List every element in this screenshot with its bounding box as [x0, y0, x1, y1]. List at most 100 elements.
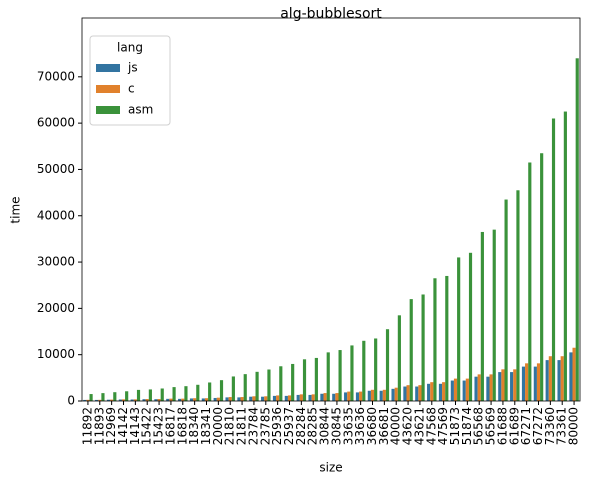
bar	[462, 380, 466, 401]
x-tick-label: 15422	[140, 407, 154, 445]
bar	[367, 390, 371, 401]
x-tick-label: 56569	[484, 407, 498, 445]
x-tick-label: 73360	[543, 407, 557, 445]
y-tick-label: 50000	[37, 162, 75, 176]
bar	[237, 397, 241, 401]
bar	[516, 190, 520, 401]
bar	[157, 399, 161, 401]
bar	[308, 394, 312, 401]
x-tick-label: 25937	[282, 407, 296, 445]
bar	[421, 294, 425, 401]
bar	[533, 366, 537, 401]
bar	[267, 369, 271, 401]
bar	[397, 315, 401, 401]
bar	[89, 394, 93, 401]
bar	[545, 360, 549, 401]
bar	[385, 329, 390, 401]
bar	[249, 396, 253, 401]
bar	[335, 393, 339, 401]
bar	[299, 394, 303, 401]
y-tick-label: 60000	[37, 116, 75, 130]
bar	[548, 356, 552, 401]
x-tick-label: 43621	[412, 407, 426, 445]
x-tick-label: 80000	[567, 407, 581, 445]
x-axis-label: size	[319, 461, 342, 475]
bar	[492, 229, 496, 401]
bar	[350, 345, 354, 401]
bar	[243, 374, 247, 401]
bar	[409, 299, 413, 401]
bar	[569, 352, 573, 401]
y-tick-label: 70000	[37, 69, 75, 83]
x-tick-label: 15423	[152, 407, 166, 445]
bar	[184, 386, 188, 401]
y-axis-label: time	[9, 196, 23, 223]
x-tick-label: 67271	[519, 407, 533, 445]
bar	[225, 397, 229, 401]
bar	[480, 231, 484, 401]
bar	[465, 378, 469, 401]
chart-title: alg-bubblesort	[280, 6, 382, 22]
bar	[148, 389, 152, 401]
x-tick-label: 40000	[389, 407, 403, 445]
bar	[382, 389, 386, 401]
x-tick-label: 23784	[246, 407, 260, 445]
bar	[486, 376, 490, 401]
y-tick-label: 0	[67, 394, 75, 408]
x-tick-label: 16817	[163, 407, 177, 445]
x-tick-label: 14142	[116, 407, 130, 445]
bar	[279, 366, 283, 401]
bar	[338, 350, 342, 401]
x-tick-label: 12969	[104, 407, 118, 445]
x-tick-label: 43620	[401, 407, 415, 445]
bar	[208, 382, 212, 401]
bar	[450, 380, 454, 401]
bar	[219, 380, 224, 401]
bar	[272, 395, 277, 401]
bar	[169, 398, 173, 401]
plot-frame	[81, 17, 581, 402]
bar	[403, 386, 407, 401]
bar	[415, 386, 419, 401]
x-tick-label: 11892	[80, 407, 94, 445]
x-tick-label: 67272	[531, 407, 545, 445]
bar	[314, 357, 318, 401]
bar	[498, 372, 502, 401]
bar	[501, 369, 505, 401]
bar	[557, 360, 561, 401]
bar	[406, 385, 410, 401]
legend-label: c	[128, 82, 135, 96]
bar	[133, 399, 137, 401]
x-tick-label: 14143	[128, 407, 142, 445]
bar	[296, 394, 300, 401]
bar	[445, 275, 449, 401]
legend-swatch	[96, 64, 120, 72]
x-tick-label: 33636	[353, 407, 367, 445]
x-tick-label: 36681	[377, 407, 391, 445]
bar	[181, 398, 185, 401]
bar	[118, 399, 122, 401]
x-tick-label: 21810	[223, 407, 237, 445]
bar	[106, 399, 111, 401]
x-tick-label: 47569	[436, 407, 450, 445]
bar	[302, 359, 307, 401]
bar	[311, 394, 315, 401]
bar	[489, 374, 493, 401]
bar	[154, 399, 158, 401]
bar	[130, 399, 134, 401]
legend-swatch	[96, 85, 120, 93]
bar	[438, 383, 443, 401]
bar	[563, 111, 567, 402]
bar	[457, 257, 461, 401]
legend-label: asm	[128, 103, 153, 117]
x-tick-label: 36680	[365, 407, 379, 445]
bar	[136, 389, 141, 401]
bar	[442, 382, 446, 401]
bar	[193, 398, 197, 401]
bar	[510, 372, 514, 401]
x-tick-label: 61689	[507, 407, 521, 445]
bar	[468, 252, 473, 401]
x-tick-label: 11893	[92, 407, 106, 445]
bar	[347, 391, 351, 401]
